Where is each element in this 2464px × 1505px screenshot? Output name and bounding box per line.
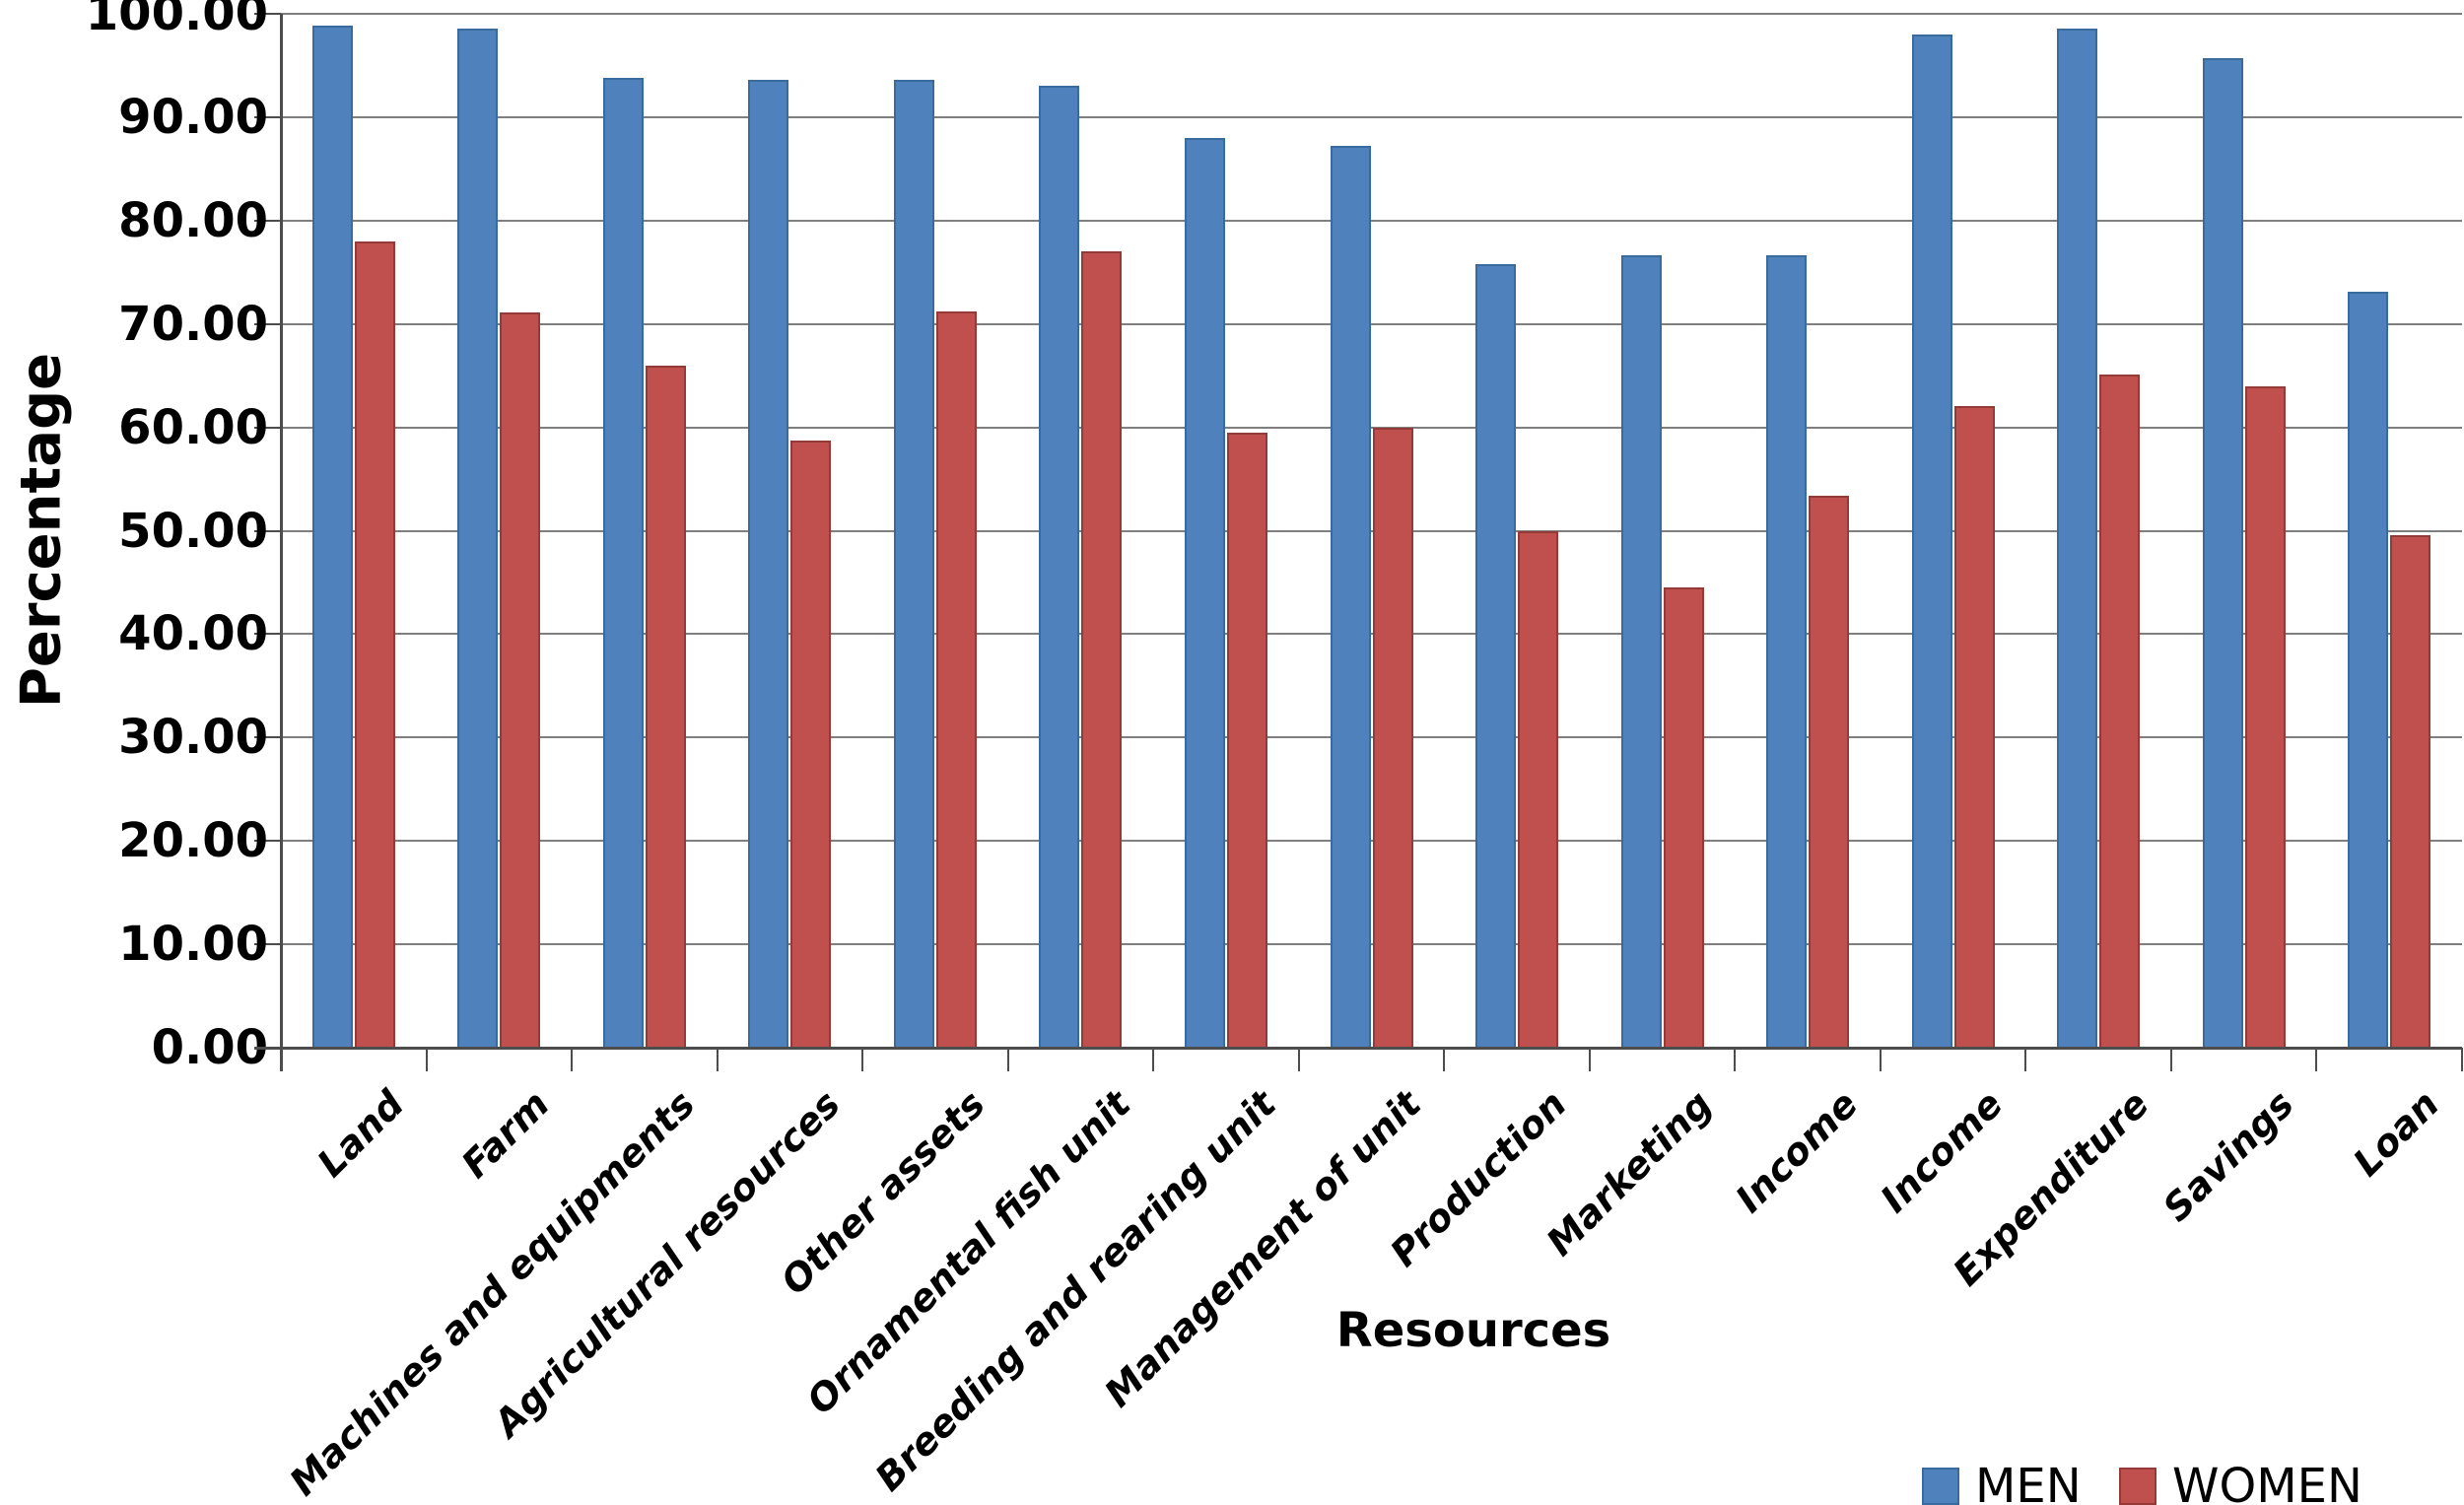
bar-women (790, 441, 832, 1048)
x-axis-title: Resources (1335, 1303, 1611, 1358)
y-tick-label: 50.00 (118, 503, 268, 559)
bar-men (1620, 255, 1662, 1048)
women-legend-swatch (2119, 1468, 2156, 1505)
bar-men (2202, 58, 2243, 1048)
bar-women (500, 312, 541, 1048)
bar-women (1226, 432, 1267, 1048)
x-tick (1006, 1048, 1009, 1071)
bar-men (893, 80, 934, 1048)
gridline (281, 943, 2462, 946)
y-tick (254, 736, 281, 739)
bar-women (645, 365, 686, 1048)
x-tick (425, 1048, 428, 1071)
x-tick (2461, 1048, 2463, 1071)
bar-men (457, 28, 499, 1048)
y-tick-label: 20.00 (118, 813, 268, 869)
y-tick-label: 100.00 (85, 0, 268, 41)
category-label: Land (308, 1082, 412, 1186)
gridline (281, 633, 2462, 636)
legend-item-women: WOMEN (2119, 1463, 2362, 1505)
gridline (281, 736, 2462, 739)
category-label: Loan (2345, 1082, 2448, 1185)
x-tick (1443, 1048, 1446, 1071)
bar-men (1039, 86, 1080, 1048)
bar-men (2348, 292, 2389, 1048)
category-label: Income (1872, 1082, 2012, 1221)
y-tick-label: 70.00 (118, 296, 268, 352)
y-tick (254, 426, 281, 429)
bar-men (1330, 146, 1371, 1048)
y-axis-title: Percentage (9, 352, 74, 709)
y-axis-line (280, 14, 283, 1071)
gridline (281, 13, 2462, 15)
bar-men (602, 78, 644, 1048)
gridline (281, 426, 2462, 429)
x-tick (2315, 1048, 2318, 1071)
y-tick (254, 115, 281, 118)
x-tick (1879, 1048, 1882, 1071)
category-label: Savings (2155, 1082, 2302, 1230)
bar-women (1518, 530, 1559, 1048)
gridline (281, 219, 2462, 222)
y-tick-label: 0.00 (151, 1020, 268, 1075)
x-tick (716, 1048, 719, 1071)
bar-men (1475, 263, 1517, 1048)
x-axis-line (254, 1047, 2462, 1050)
legend-item-men: MEN (1922, 1463, 2082, 1505)
bar-women (1081, 251, 1123, 1048)
y-tick (254, 219, 281, 222)
women-legend-label: WOMEN (2172, 1459, 2362, 1505)
x-tick (571, 1048, 574, 1071)
bar-women (2099, 375, 2141, 1048)
bar-women (1663, 587, 1704, 1048)
bar-men (1911, 34, 1952, 1048)
gridline (281, 529, 2462, 532)
bar-men (748, 80, 789, 1048)
y-tick (254, 943, 281, 946)
bar-women (1953, 405, 1995, 1048)
y-tick (254, 840, 281, 843)
x-tick (2169, 1048, 2172, 1071)
x-tick (1152, 1048, 1155, 1071)
y-tick-label: 30.00 (118, 710, 268, 766)
men-legend-label: MEN (1975, 1459, 2082, 1505)
bar-women (935, 311, 977, 1048)
gridline (281, 115, 2462, 118)
y-tick-label: 80.00 (118, 192, 268, 248)
bar-women (2390, 534, 2431, 1048)
category-label: Farm (452, 1082, 558, 1187)
x-tick (861, 1048, 864, 1071)
bar-women (2244, 385, 2286, 1048)
y-tick (254, 13, 281, 15)
category-label: Income (1727, 1082, 1867, 1221)
y-tick-label: 10.00 (118, 917, 268, 973)
bar-women (1372, 427, 1413, 1048)
x-tick (1588, 1048, 1591, 1071)
y-tick-label: 40.00 (118, 606, 268, 662)
y-tick (254, 322, 281, 325)
y-tick-label: 90.00 (118, 89, 268, 145)
bar-men (1766, 255, 1808, 1048)
bar-women (1809, 495, 1850, 1048)
y-tick (254, 529, 281, 532)
bar-men (311, 25, 353, 1048)
y-tick-label: 60.00 (118, 399, 268, 455)
bar-men (2057, 28, 2098, 1048)
x-tick (1734, 1048, 1737, 1071)
y-tick (254, 633, 281, 636)
bar-women (354, 240, 395, 1048)
gridline (281, 840, 2462, 843)
gridline (281, 322, 2462, 325)
x-tick (1297, 1048, 1300, 1071)
bar-men (1184, 137, 1225, 1048)
men-legend-swatch (1922, 1468, 1959, 1505)
x-tick (2024, 1048, 2027, 1071)
